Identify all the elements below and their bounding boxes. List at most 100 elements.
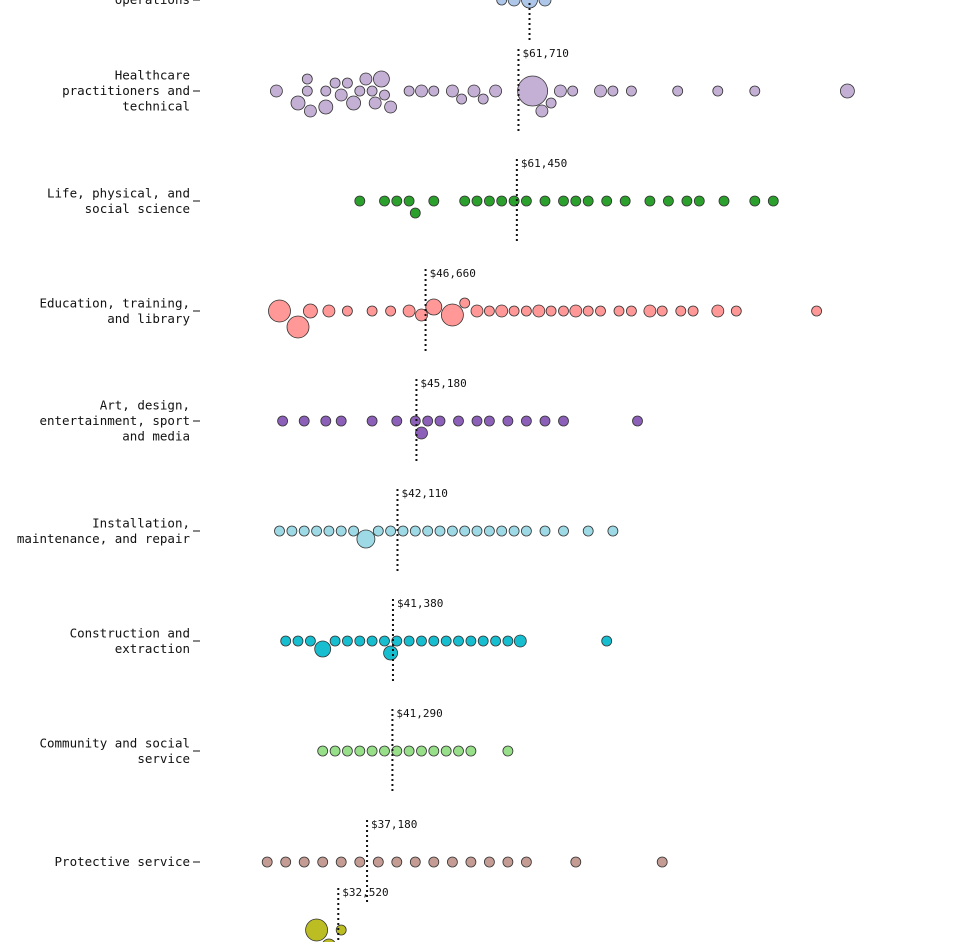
data-point (354, 195, 366, 207)
data-point (416, 745, 427, 757)
data-point (354, 745, 366, 757)
data-point (416, 635, 427, 647)
data-point (558, 415, 569, 427)
data-point (366, 415, 378, 427)
data-point (477, 635, 489, 647)
median-label: $46,660 (430, 267, 476, 280)
data-point (354, 85, 366, 97)
data-point (318, 99, 334, 115)
data-point (379, 195, 390, 207)
data-point (356, 529, 376, 549)
data-point (539, 525, 551, 537)
data-point (626, 305, 637, 317)
data-point (675, 305, 687, 317)
data-point (368, 96, 382, 110)
data-point (322, 304, 336, 318)
data-point (434, 525, 446, 537)
data-point (329, 635, 341, 647)
data-point (453, 745, 464, 757)
data-point (320, 85, 332, 97)
data-point (391, 195, 403, 207)
median-label: $45,180 (420, 377, 466, 390)
data-point (366, 85, 378, 97)
data-point (558, 525, 569, 537)
data-point (507, 0, 521, 7)
data-point (811, 305, 822, 317)
category-label: Community and social service (39, 735, 190, 766)
data-point (286, 525, 298, 537)
data-point (409, 856, 421, 868)
data-point (366, 745, 378, 757)
data-point (317, 745, 329, 757)
median-label: $61,450 (521, 157, 567, 170)
data-point (329, 745, 341, 757)
data-point (428, 635, 440, 647)
data-point (391, 635, 403, 647)
data-point (582, 525, 594, 537)
data-point (681, 195, 693, 207)
data-point (320, 415, 332, 427)
data-point (672, 85, 684, 97)
data-point (335, 856, 347, 868)
category-row: Life, physical, and social science $61,450 (47, 157, 779, 241)
data-point (539, 195, 551, 207)
data-point (261, 856, 273, 868)
data-point (730, 305, 742, 317)
data-point (465, 635, 477, 647)
data-point (496, 195, 508, 207)
data-point (403, 745, 415, 757)
data-point (391, 415, 403, 427)
median-label: $41,290 (396, 707, 442, 720)
data-point (607, 85, 619, 97)
median-label: $32,520 (342, 886, 388, 899)
data-point (539, 415, 551, 427)
data-point (354, 856, 366, 868)
data-point (496, 525, 508, 537)
data-point (323, 525, 335, 537)
data-point (595, 305, 606, 317)
data-point (402, 304, 416, 318)
data-point (397, 525, 409, 537)
data-point (335, 415, 347, 427)
data-point (335, 924, 347, 936)
median-label: $41,380 (397, 597, 443, 610)
data-point (470, 304, 484, 318)
data-point (298, 856, 310, 868)
data-point (366, 305, 378, 317)
data-point (558, 305, 569, 317)
category-row: Construction and extraction $41,380 (70, 597, 613, 681)
data-point (594, 84, 607, 98)
data-point (314, 640, 332, 658)
data-point (385, 525, 397, 537)
category-row: Healthcare practitioners and technical $61,… (62, 47, 855, 131)
data-point (302, 303, 318, 319)
data-point (280, 635, 292, 647)
data-point (601, 635, 613, 647)
data-point (415, 426, 428, 440)
data-point (712, 85, 724, 97)
data-point (532, 304, 546, 318)
data-point (366, 635, 378, 647)
data-point (840, 83, 855, 99)
data-point (535, 104, 549, 118)
data-point (471, 525, 483, 537)
data-point (329, 77, 341, 89)
data-point (570, 856, 582, 868)
median-label: $42,110 (401, 487, 447, 500)
data-point (643, 304, 657, 318)
data-point (718, 195, 730, 207)
data-point (453, 635, 464, 647)
data-point (269, 84, 283, 98)
category-row: Protective service $37,180 (55, 818, 668, 902)
category-label: Life, physical, and social science (47, 185, 190, 216)
data-point (409, 415, 421, 427)
data-point (687, 305, 699, 317)
data-point (656, 856, 668, 868)
data-point (311, 525, 323, 537)
data-point (558, 195, 569, 207)
data-point (428, 745, 440, 757)
data-point (317, 856, 329, 868)
data-point (521, 305, 532, 317)
data-point (428, 195, 440, 207)
